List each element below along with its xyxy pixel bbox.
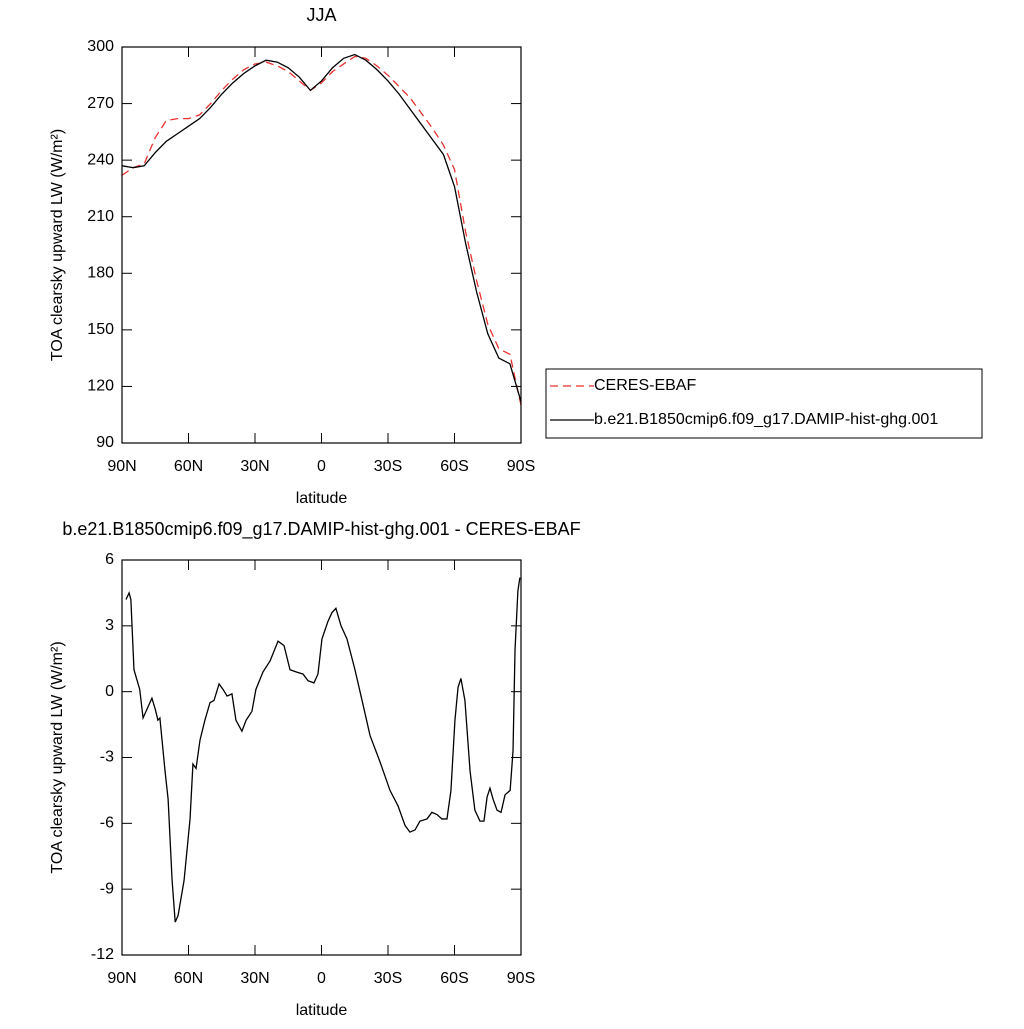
y-tick-label: -9 [100, 880, 114, 897]
y-tick-label: -6 [100, 815, 114, 832]
legend-label: CERES-EBAF [594, 377, 696, 394]
y-tick-label: 180 [87, 265, 114, 282]
plot-frame [121, 46, 522, 444]
legend-label: b.e21.B1850cmip6.f09_g17.DAMIP-hist-ghg.… [594, 411, 938, 428]
x-tick-label: 60N [174, 458, 203, 475]
y-tick-label: -3 [100, 749, 114, 766]
y-tick-label: 0 [105, 683, 114, 700]
x-tick-label: 30S [374, 458, 402, 475]
chart-title: JJA [306, 5, 336, 25]
x-tick-label: 60S [440, 970, 468, 987]
x-tick-label: 90S [507, 970, 535, 987]
y-tick-label: -12 [91, 946, 114, 963]
y-tick-label: 6 [105, 551, 114, 568]
data-line [121, 53, 522, 402]
x-tick-label: 90S [507, 458, 535, 475]
y-tick-label: 120 [87, 378, 114, 395]
x-tick-label: 90N [107, 458, 136, 475]
x-tick-label: 60N [174, 970, 203, 987]
x-tick-label: 30S [374, 970, 402, 987]
x-tick-label: 90N [107, 970, 136, 987]
x-tick-label: 30N [240, 970, 269, 987]
x-tick-label: 30N [240, 458, 269, 475]
y-tick-label: 150 [87, 321, 114, 338]
x-tick-label: 60S [440, 458, 468, 475]
x-axis-label: latitude [296, 1002, 348, 1019]
y-tick-label: 3 [105, 617, 114, 634]
legend-box [545, 368, 983, 439]
y-tick-label: 90 [96, 434, 114, 451]
x-axis-label: latitude [296, 490, 348, 507]
y-tick-label: 210 [87, 208, 114, 225]
x-tick-label: 0 [317, 458, 326, 475]
y-axis-label: TOA clearsky upward LW (W/m²) [49, 641, 66, 873]
y-tick-label: 300 [87, 38, 114, 55]
y-tick-label: 270 [87, 95, 114, 112]
x-tick-label: 0 [317, 970, 326, 987]
data-line [121, 55, 522, 406]
plot-frame [121, 559, 522, 956]
data-line [125, 577, 521, 923]
y-axis-label: TOA clearsky upward LW (W/m²) [49, 129, 66, 361]
y-tick-label: 240 [87, 151, 114, 168]
chart-title: b.e21.B1850cmip6.f09_g17.DAMIP-hist-ghg.… [62, 519, 580, 540]
